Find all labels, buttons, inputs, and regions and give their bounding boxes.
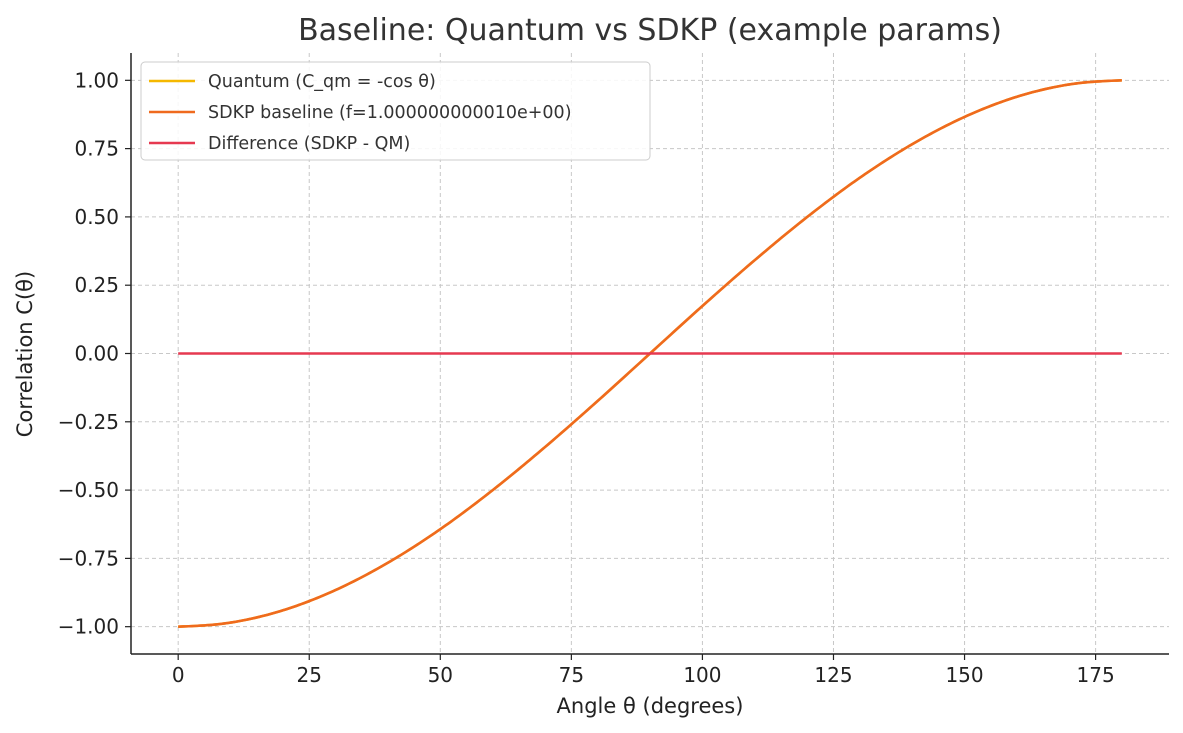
series-layer — [178, 79, 1122, 628]
x-axis-ticks: 0 25 50 75 100 125 150 175 — [172, 654, 1115, 687]
y-tick-label: −1.00 — [58, 615, 119, 639]
y-tick-label: 1.00 — [74, 68, 119, 92]
x-tick-label: 50 — [428, 663, 453, 687]
x-tick-label: 125 — [814, 663, 852, 687]
legend-label: Quantum (C_qm = -cos θ) — [208, 72, 436, 92]
x-tick-label: 25 — [297, 663, 322, 687]
y-tick-label: 0.00 — [74, 342, 119, 366]
y-axis-title: Correlation C(θ) — [13, 271, 37, 437]
x-tick-label: 175 — [1077, 663, 1115, 687]
y-tick-label: −0.75 — [58, 546, 119, 570]
legend-label: Difference (SDKP - QM) — [208, 134, 410, 154]
x-axis-title: Angle θ (degrees) — [557, 694, 744, 718]
y-tick-label: 0.75 — [74, 137, 119, 161]
y-axis-ticks: 1.00 0.75 0.50 0.25 0.00 −0.25 −0.50 −0.75 −1.00 — [58, 68, 131, 639]
legend-box — [140, 61, 651, 161]
legend: Quantum (C_qm = -cos θ) SDKP baseline (f=… — [140, 61, 651, 161]
chart-title: Baseline: Quantum vs SDKP (example param… — [298, 13, 1002, 48]
x-tick-label: 75 — [559, 663, 584, 687]
y-tick-label: −0.50 — [58, 478, 119, 502]
y-tick-label: −0.25 — [58, 410, 119, 434]
x-tick-label: 0 — [172, 663, 185, 687]
x-tick-label: 150 — [945, 663, 983, 687]
legend-label: SDKP baseline (f=1.000000000010e+00) — [208, 103, 572, 123]
y-tick-label: 0.25 — [74, 273, 119, 297]
x-tick-label: 100 — [683, 663, 721, 687]
y-tick-label: 0.50 — [74, 205, 119, 229]
